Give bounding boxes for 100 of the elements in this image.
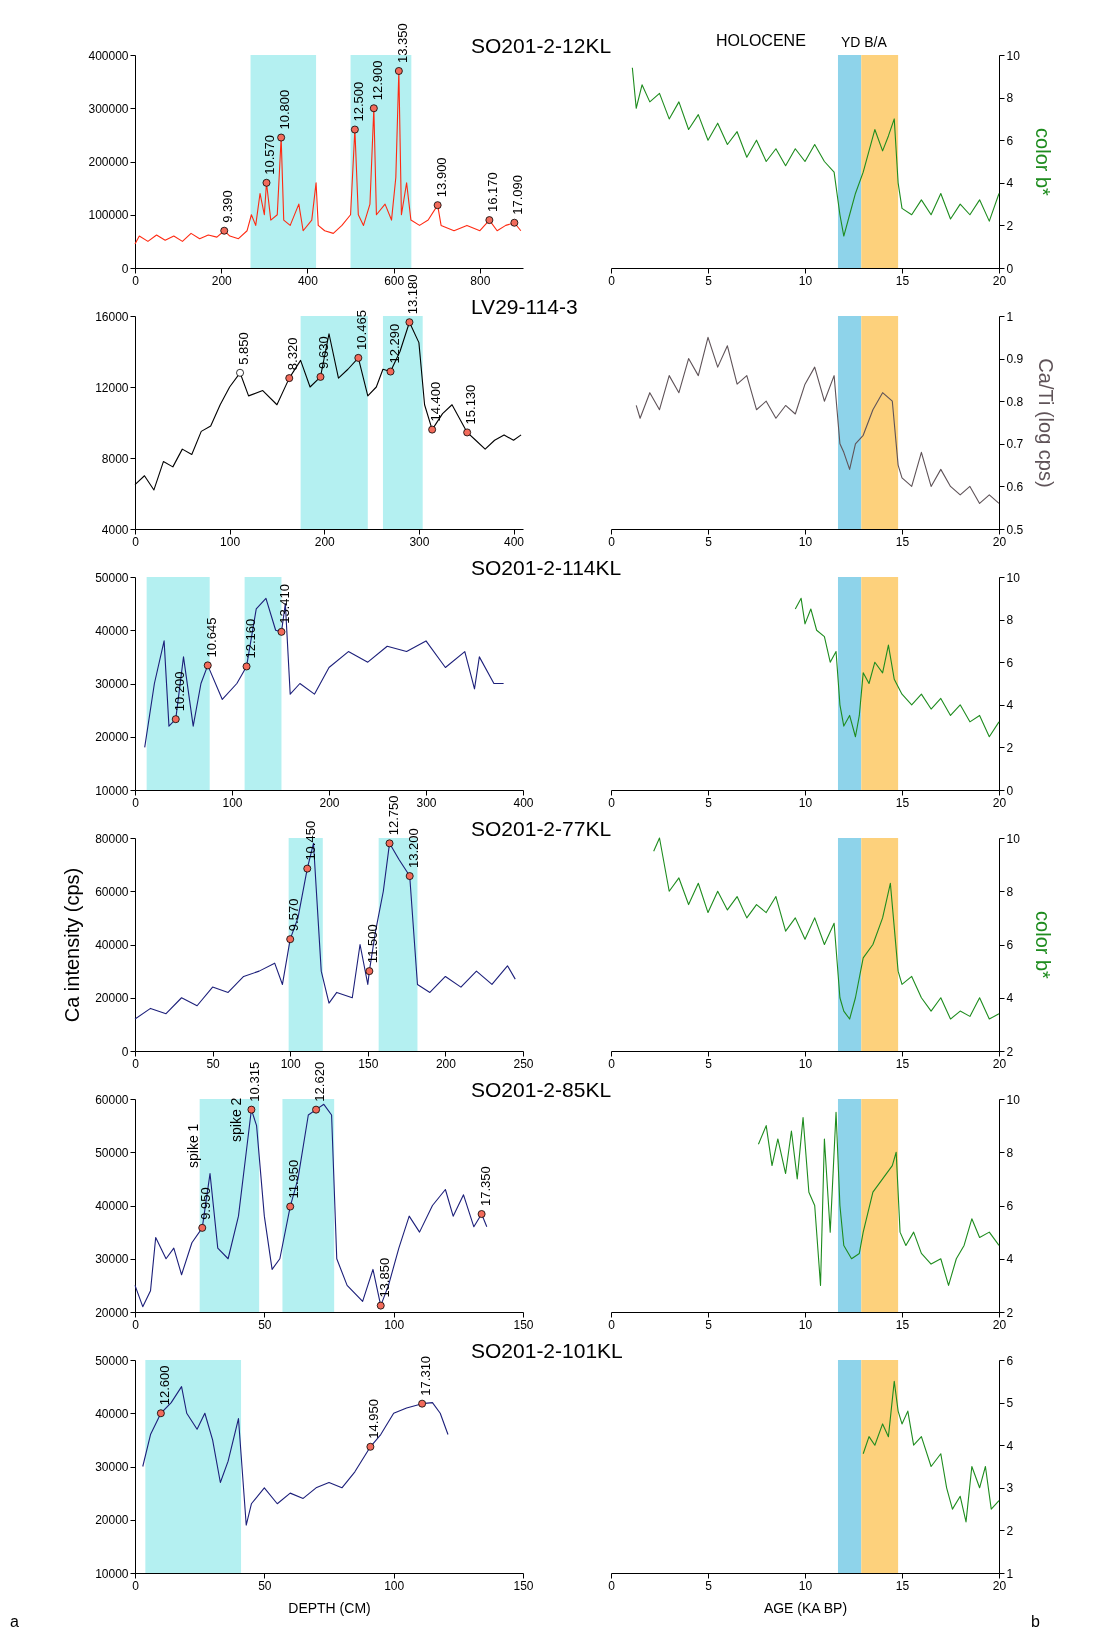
y-axis-title: Ca intensity (cps): [61, 867, 84, 1023]
point: [405, 318, 414, 327]
annotation: 13.180: [405, 274, 421, 315]
point: [316, 372, 325, 381]
x-tick-label: 50: [258, 1317, 272, 1332]
annotation: 11.950: [286, 1159, 302, 1199]
y2-tick-label: 4: [1006, 1252, 1014, 1267]
x-tick-label: 250: [513, 1056, 534, 1071]
x-tick-label: 150: [358, 1056, 379, 1071]
y2-tick-label: 2: [1006, 1044, 1014, 1059]
y-tick-label: 80000: [95, 831, 129, 846]
y2-tick-label: 3: [1006, 1481, 1014, 1496]
point: [286, 935, 295, 944]
point: [463, 428, 472, 437]
x-tick-label: 10: [798, 795, 813, 810]
point: [354, 353, 363, 362]
y-tick-label: 20000: [95, 1513, 129, 1528]
x-tick-label: 0: [608, 795, 616, 810]
line-series: [653, 837, 1000, 1020]
x-axis-title: DEPTH (CM): [288, 1599, 371, 1616]
y2-axis-title: Ca/Ti (log cps): [1035, 358, 1058, 488]
x-tick-label: 10: [798, 273, 813, 288]
x-tick-label: 15: [895, 1578, 910, 1593]
y2-tick-label: 4: [1006, 1438, 1014, 1453]
x-tick-label: 5: [705, 1578, 713, 1593]
chart-title: LV29-114-3: [471, 295, 578, 318]
x-tick-label: 200: [319, 795, 340, 810]
point: [477, 1210, 486, 1218]
point: [198, 1223, 207, 1232]
x-tick-label: 100: [384, 1317, 405, 1332]
point: [365, 967, 374, 976]
x-tick-label: 0: [132, 1578, 140, 1593]
line-series: [862, 1380, 1000, 1523]
y-tick-label: 50000: [95, 570, 129, 585]
x-tick-label: 0: [132, 534, 140, 549]
band-label: B/A: [864, 34, 888, 50]
point: [171, 715, 180, 724]
point: [156, 1409, 165, 1418]
x-tick-label: 0: [132, 1056, 140, 1071]
point: [203, 661, 212, 670]
chart-title: SO201-2-12KL: [471, 34, 612, 57]
annotation: 8.320: [285, 337, 301, 371]
x-tick-label: 10: [798, 534, 813, 549]
y-tick-label: 0: [121, 261, 129, 276]
annotation: 11.500: [365, 924, 381, 964]
x-tick-label: 15: [895, 534, 910, 549]
x-tick-label: 150: [513, 1317, 534, 1332]
x-tick-label: 10: [798, 1317, 813, 1332]
point: [312, 1105, 320, 1114]
y2-tick-label: 6: [1006, 1199, 1014, 1213]
y-tick-label: 50000: [95, 1353, 129, 1368]
y-tick-label: 12000: [95, 380, 129, 395]
y-tick-label: 400000: [88, 48, 129, 63]
annotation: 12.600: [156, 1365, 172, 1406]
y-tick-label: 10000: [95, 783, 129, 798]
y2-tick-label: 5: [1006, 1396, 1014, 1411]
point: [366, 1442, 375, 1451]
chart-title: SO201-2-85KL: [471, 1078, 612, 1101]
x-tick-label: 10: [798, 1056, 813, 1071]
x-tick-label: 200: [211, 273, 233, 288]
x-tick-label: 0: [132, 273, 140, 288]
y2-tick-label: 1: [1006, 309, 1014, 324]
annotation: 12.620: [312, 1061, 328, 1102]
point: [433, 201, 442, 210]
y2-tick-label: 1: [1006, 1566, 1014, 1581]
y2-tick-label: 0.9: [1006, 352, 1024, 367]
y-tick-label: 30000: [95, 677, 129, 691]
y2-tick-label: 8: [1006, 1145, 1014, 1160]
x-tick-label: 15: [895, 1056, 910, 1071]
y2-tick-label: 0.7: [1006, 437, 1024, 452]
annotation: spike 1: [185, 1123, 201, 1168]
y-tick-label: 50000: [95, 1145, 129, 1160]
line-series: [794, 597, 1000, 738]
x-tick-label: 100: [220, 534, 241, 549]
annotation: spike 2: [228, 1097, 244, 1142]
y2-tick-label: 10: [1006, 1092, 1021, 1107]
point: [369, 104, 378, 113]
annotation: 13.900: [433, 157, 449, 198]
x-tick-label: 5: [705, 534, 713, 549]
annotation: 13.350: [394, 23, 410, 63]
point: [428, 425, 437, 434]
annotation: 16.170: [485, 172, 501, 213]
y2-tick-label: 0.8: [1006, 394, 1024, 409]
x-tick-label: 0: [608, 1317, 616, 1332]
x-tick-label: 20: [992, 795, 1007, 810]
y2-tick-label: 8: [1006, 613, 1014, 628]
point: [220, 226, 229, 235]
x-tick-label: 400: [297, 273, 319, 288]
y2-tick-label: 4: [1006, 698, 1014, 713]
y-tick-label: 0: [121, 1044, 129, 1059]
y2-tick-label: 10: [1006, 48, 1021, 63]
y-tick-label: 40000: [95, 1406, 129, 1421]
point: [376, 1301, 385, 1310]
x-tick-label: 0: [608, 273, 616, 288]
x-tick-label: 200: [314, 534, 336, 549]
x-tick-label: 50: [206, 1056, 221, 1071]
y-tick-label: 20000: [95, 1305, 129, 1320]
point: [418, 1399, 427, 1408]
annotation: 10.570: [262, 135, 278, 175]
y2-tick-label: 10: [1006, 831, 1021, 846]
